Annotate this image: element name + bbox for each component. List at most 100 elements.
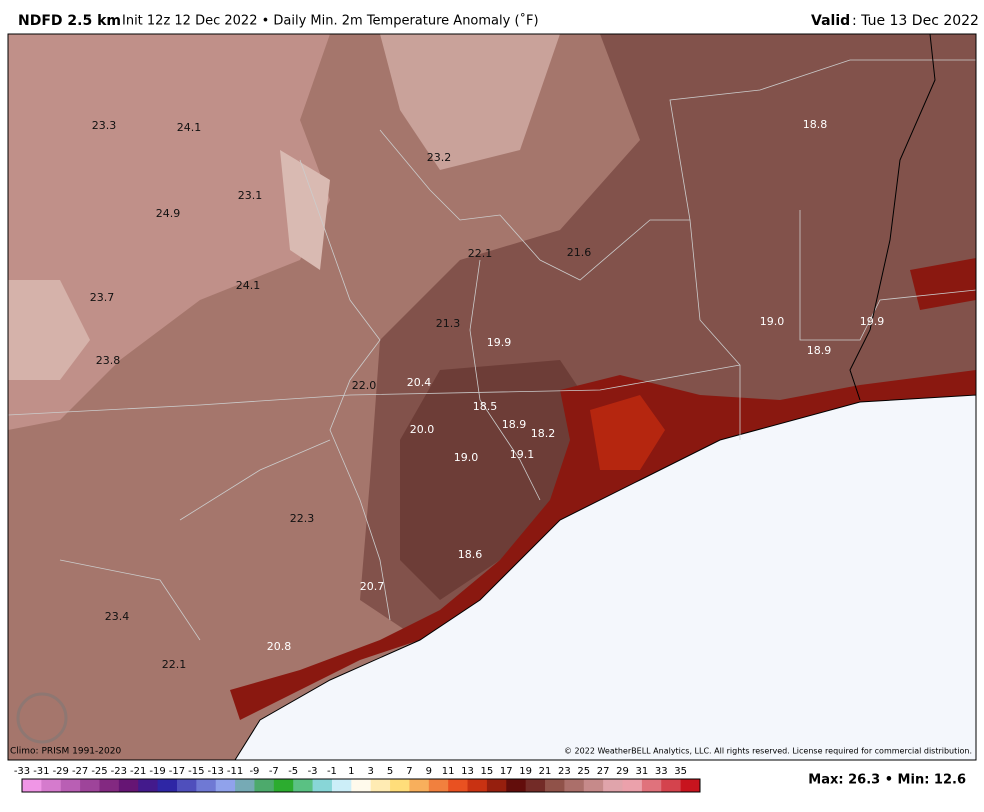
state-border <box>849 33 936 401</box>
value-label: 24.1 <box>177 121 202 134</box>
colorbar-segment <box>80 779 100 792</box>
light-land <box>380 34 560 170</box>
colorbar-tick-label: -3 <box>308 766 318 777</box>
value-label: 21.6 <box>567 246 592 259</box>
value-label: 19.0 <box>454 451 479 464</box>
colorbar-segment <box>331 779 352 792</box>
value-label: 20.4 <box>407 376 432 389</box>
colorbar-tick-label: -5 <box>288 766 298 777</box>
colorbar-segment <box>390 779 410 792</box>
colorbar-segment <box>622 779 643 792</box>
colorbar-segment <box>583 779 604 792</box>
value-label: 23.7 <box>90 291 115 304</box>
coastal-anomaly <box>230 370 976 720</box>
colorbar-tick-label: -29 <box>53 766 69 777</box>
colorbar-segment <box>157 779 178 792</box>
value-label: 19.0 <box>760 315 785 328</box>
value-label: 23.1 <box>238 189 263 202</box>
colorbar-segment <box>370 779 391 792</box>
colorbar-segment <box>60 779 81 792</box>
value-label: 21.3 <box>436 317 461 330</box>
colorbar-segment <box>525 779 546 792</box>
colorbar-segment <box>99 779 120 792</box>
value-label: 19.9 <box>487 336 512 349</box>
value-label: 22.0 <box>352 379 377 392</box>
colorbar-tick-label: 35 <box>674 766 687 777</box>
value-label: 18.5 <box>473 400 498 413</box>
colorbar-tick-label: 1 <box>348 766 354 777</box>
colorbar-tick-label: 13 <box>461 766 474 777</box>
colorbar-tick-label: -19 <box>149 766 165 777</box>
coastal-anomaly <box>910 258 976 310</box>
colorbar-segment <box>176 779 197 792</box>
light-land <box>8 34 330 430</box>
colorbar-segment <box>506 779 527 792</box>
colorbar-tick-label: 19 <box>519 766 532 777</box>
value-label: 23.3 <box>92 119 117 132</box>
colorbar-tick-label: 33 <box>655 766 668 777</box>
colorbar-segment <box>118 779 139 792</box>
colorbar-tick-label: -9 <box>249 766 259 777</box>
stats: Max: 26.3 • Min: 12.6 <box>808 773 966 788</box>
colorbar-segment <box>486 779 507 792</box>
colorbar-frame <box>21 778 701 793</box>
valid-label: Valid <box>811 13 850 29</box>
value-label: 22.3 <box>290 512 315 525</box>
value-label: 19.9 <box>860 315 885 328</box>
colorbar-tick-label: 17 <box>500 766 513 777</box>
value-label: 24.1 <box>236 279 261 292</box>
colorbar-segment <box>467 779 488 792</box>
labels: 23.3 24.1 23.2 18.8 23.1 24.9 22.1 21.6 24.1 23.7… <box>90 118 885 671</box>
colorbar-tick-label: 5 <box>387 766 393 777</box>
value-label: 20.8 <box>267 640 292 653</box>
colorbar-tick-label: 15 <box>481 766 494 777</box>
colorbar-segment <box>22 779 42 792</box>
colorbar-segment <box>661 779 682 792</box>
value-label: 20.0 <box>410 423 435 436</box>
colorbar-tick-label: -11 <box>227 766 243 777</box>
colorbar-segment <box>293 779 314 792</box>
colorbar-segment <box>545 779 565 792</box>
value-label: 18.2 <box>531 427 556 440</box>
colorbar-tick-label: -13 <box>208 766 224 777</box>
colorbar-tick-label: -25 <box>91 766 107 777</box>
colorbar-segment <box>448 779 469 792</box>
colorbar-segment <box>254 779 275 792</box>
colorbar-segment <box>312 779 333 792</box>
colorbar: -33 -31 -29 -27 -25 -23 -21 -19 -17 -15 -13 -11 -9 -7… <box>14 766 701 793</box>
logo <box>16 692 68 744</box>
logo-ring <box>16 692 68 744</box>
value-label: 19.1 <box>510 448 535 461</box>
colorbar-tick-label: 31 <box>636 766 649 777</box>
value-label: 23.2 <box>427 151 452 164</box>
colorbar-tick-label: -23 <box>111 766 127 777</box>
colorbar-tick-label: -1 <box>327 766 337 777</box>
colorbar-tick-label: 25 <box>577 766 590 777</box>
colorbar-tick-label: 29 <box>616 766 629 777</box>
colorbar-segment <box>215 779 236 792</box>
value-label: 18.8 <box>803 118 828 131</box>
colorbar-tick-label: 23 <box>558 766 571 777</box>
map-frame <box>7 33 977 761</box>
colorbar-tick-label: 27 <box>597 766 610 777</box>
colorbar-tick-label: 7 <box>406 766 412 777</box>
value-label: 23.8 <box>96 354 121 367</box>
copyright: © 2022 WeatherBELL Analytics, LLC. All r… <box>564 747 972 756</box>
colorbar-segment <box>641 779 662 792</box>
value-label: 22.1 <box>468 247 493 260</box>
value-label: 18.9 <box>502 418 527 431</box>
value-label: 23.4 <box>105 610 130 623</box>
climo: Climo: PRISM 1991-2020 <box>10 747 121 757</box>
light-land <box>8 280 90 380</box>
colorbar-tick-label: 9 <box>426 766 432 777</box>
colorbar-segment <box>41 779 62 792</box>
colorbar-segment <box>138 779 159 792</box>
colorbar-tick-label: -31 <box>33 766 49 777</box>
colorbar-tick-label: -21 <box>130 766 146 777</box>
colorbar-tick-label: 21 <box>539 766 552 777</box>
valid-date: : Tue 13 Dec 2022 <box>852 13 979 29</box>
colorbar-segment <box>564 779 585 792</box>
bay-anomaly <box>590 395 665 470</box>
colorbar-tick-label: -27 <box>72 766 88 777</box>
